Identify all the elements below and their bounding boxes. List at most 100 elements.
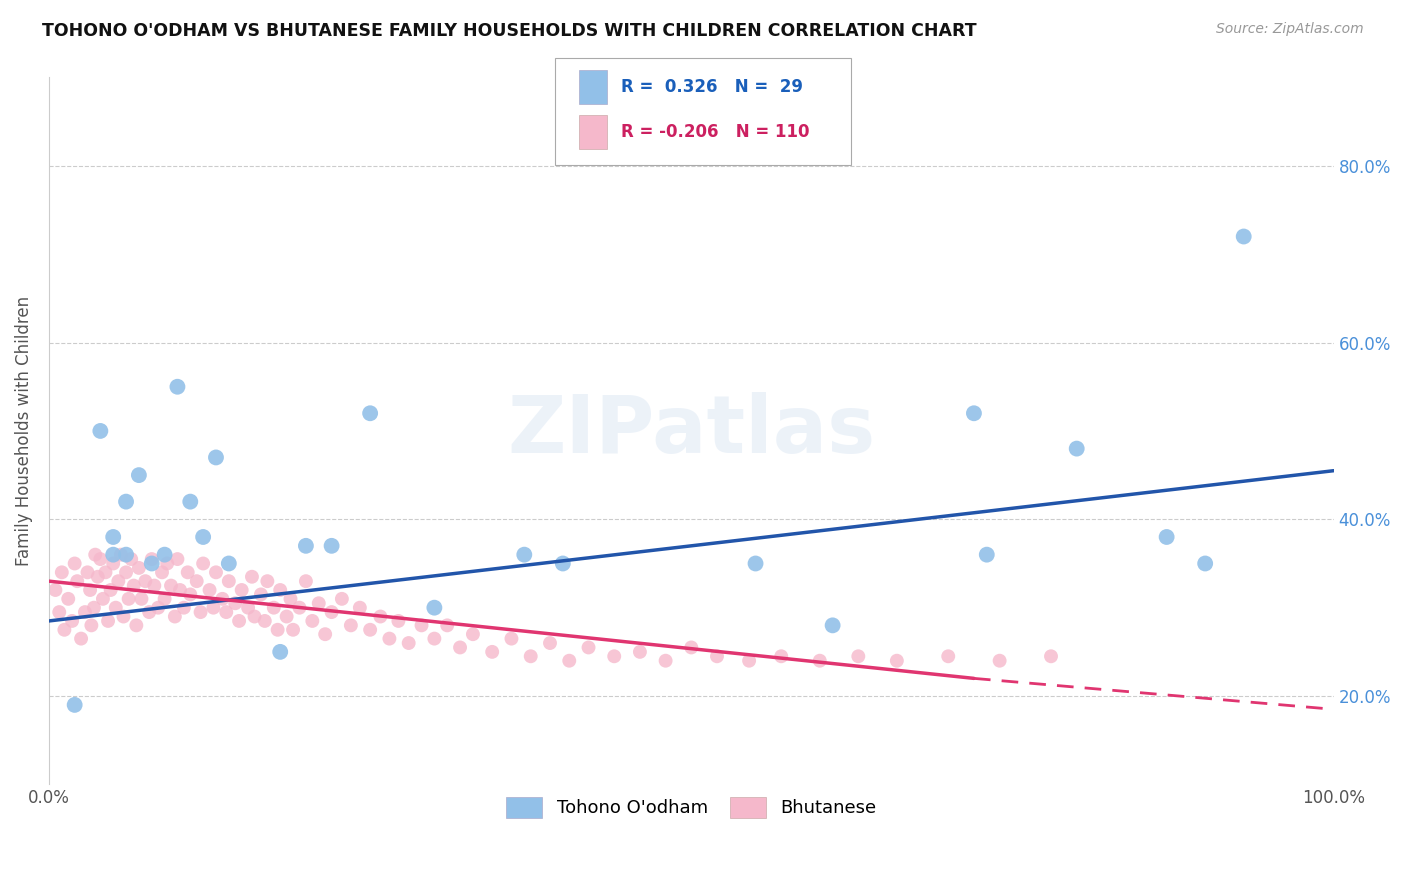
Point — [378, 632, 401, 646]
Point — [808, 654, 831, 668]
Point — [128, 468, 150, 483]
Point — [256, 574, 278, 589]
Point — [166, 552, 188, 566]
Point — [321, 605, 343, 619]
Point — [205, 566, 228, 580]
Point — [166, 380, 188, 394]
Point — [150, 566, 173, 580]
Point — [1156, 530, 1178, 544]
Point — [398, 636, 420, 650]
Point — [681, 640, 703, 655]
Point — [202, 600, 225, 615]
Point — [236, 600, 259, 615]
Point — [423, 600, 446, 615]
Point — [224, 596, 246, 610]
Point — [211, 591, 233, 606]
Point — [370, 609, 392, 624]
Point — [160, 578, 183, 592]
Point — [603, 649, 626, 664]
Point — [1066, 442, 1088, 456]
Point — [295, 574, 318, 589]
Point — [94, 566, 117, 580]
Point — [58, 591, 80, 606]
Point — [191, 557, 214, 571]
Point — [280, 591, 302, 606]
Point — [218, 574, 240, 589]
Point — [153, 548, 176, 562]
Point — [115, 548, 138, 562]
Point — [770, 649, 793, 664]
Point — [153, 591, 176, 606]
Point — [231, 582, 253, 597]
Point — [117, 591, 139, 606]
Point — [70, 632, 93, 646]
Point — [141, 557, 163, 571]
Point — [179, 587, 201, 601]
Point — [53, 623, 76, 637]
Point — [359, 406, 381, 420]
Point — [706, 649, 728, 664]
Point — [91, 591, 114, 606]
Point — [103, 557, 125, 571]
Point — [63, 557, 86, 571]
Point — [349, 600, 371, 615]
Point — [177, 566, 200, 580]
Point — [89, 424, 111, 438]
Point — [301, 614, 323, 628]
Point — [115, 494, 138, 508]
Point — [314, 627, 336, 641]
Point — [89, 552, 111, 566]
Point — [250, 587, 273, 601]
Point — [97, 614, 120, 628]
Point — [100, 582, 122, 597]
Point — [821, 618, 844, 632]
Point — [205, 450, 228, 465]
Point — [461, 627, 484, 641]
Point — [179, 494, 201, 508]
Point — [128, 561, 150, 575]
Point — [66, 574, 89, 589]
Point — [276, 609, 298, 624]
Point — [163, 609, 186, 624]
Point — [112, 609, 135, 624]
Point — [169, 582, 191, 597]
Point — [308, 596, 330, 610]
Point — [628, 645, 651, 659]
Point — [654, 654, 676, 668]
Point — [190, 605, 212, 619]
Text: ZIPatlas: ZIPatlas — [508, 392, 876, 470]
Text: R = -0.206   N = 110: R = -0.206 N = 110 — [621, 123, 810, 141]
Point — [253, 614, 276, 628]
Point — [963, 406, 986, 420]
Point — [988, 654, 1011, 668]
Point — [436, 618, 458, 632]
Point — [281, 623, 304, 637]
Point — [538, 636, 561, 650]
Point — [519, 649, 541, 664]
Text: TOHONO O'ODHAM VS BHUTANESE FAMILY HOUSEHOLDS WITH CHILDREN CORRELATION CHART: TOHONO O'ODHAM VS BHUTANESE FAMILY HOUSE… — [42, 22, 977, 40]
Point — [51, 566, 73, 580]
Point — [423, 632, 446, 646]
Point — [141, 552, 163, 566]
Point — [321, 539, 343, 553]
Point — [60, 614, 83, 628]
Point — [198, 582, 221, 597]
Text: Source: ZipAtlas.com: Source: ZipAtlas.com — [1216, 22, 1364, 37]
Point — [558, 654, 581, 668]
Point — [738, 654, 761, 668]
Point — [1233, 229, 1256, 244]
Point — [186, 574, 208, 589]
Point — [269, 645, 291, 659]
Point — [359, 623, 381, 637]
Point — [120, 552, 142, 566]
Point — [122, 578, 145, 592]
Point — [744, 557, 766, 571]
Point — [846, 649, 869, 664]
Point — [48, 605, 70, 619]
Point — [266, 623, 288, 637]
Point — [228, 614, 250, 628]
Point — [936, 649, 959, 664]
Point — [143, 578, 166, 592]
Point — [330, 591, 353, 606]
Point — [263, 600, 285, 615]
